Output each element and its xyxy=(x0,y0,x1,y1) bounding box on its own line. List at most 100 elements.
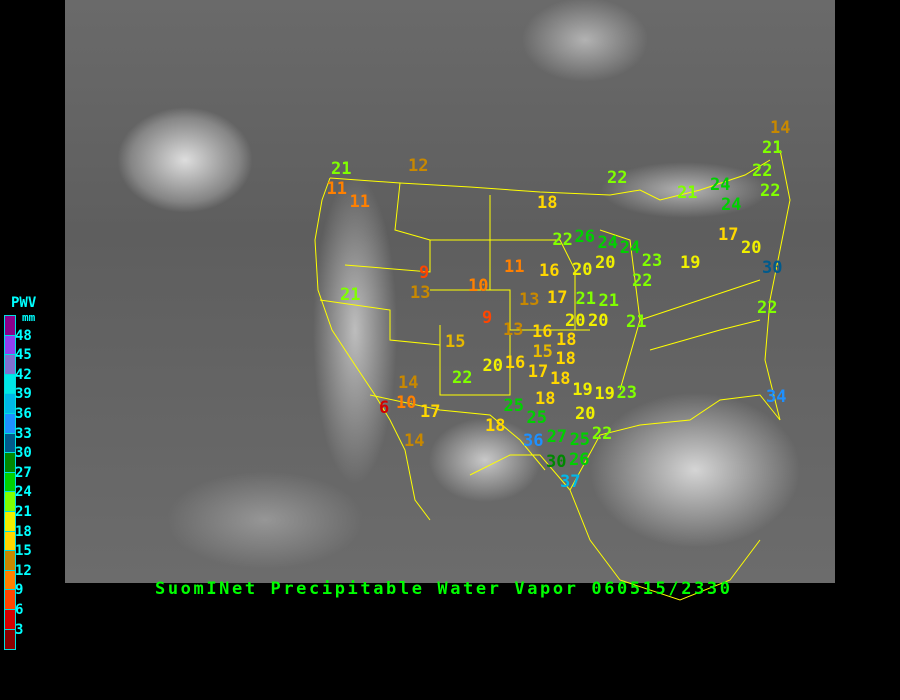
station-pwv-value: 17 xyxy=(718,224,739,245)
station-pwv-value: 18 xyxy=(555,349,576,370)
legend-color-box xyxy=(5,570,15,591)
station-pwv-value: 20 xyxy=(741,237,762,258)
station-pwv-value: 10 xyxy=(468,275,489,296)
legend-label: 24 xyxy=(15,484,32,501)
station-pwv-value: 24 xyxy=(710,174,731,195)
station-pwv-value: 30 xyxy=(546,451,567,472)
station-pwv-value: 21 xyxy=(677,182,698,203)
coastline-west xyxy=(314,177,431,521)
legend-color-box xyxy=(5,531,15,552)
station-pwv-value: 16 xyxy=(532,322,553,342)
legend-color-box xyxy=(5,551,15,571)
legend-label: 33 xyxy=(15,425,32,442)
station-pwv-value: 22 xyxy=(760,180,781,201)
station-pwv-value: 11 xyxy=(349,191,370,212)
station-pwv-value: 20 xyxy=(575,403,596,424)
legend-color-box xyxy=(5,335,15,356)
station-pwv-value: 23 xyxy=(616,382,638,403)
station-pwv-value: 22 xyxy=(452,367,473,388)
station-pwv-value: 27 xyxy=(546,427,568,448)
station-pwv-value: 22 xyxy=(757,297,778,318)
station-pwv-value: 22 xyxy=(632,271,653,291)
station-pwv-value: 12 xyxy=(408,155,429,176)
station-pwv-value: 14 xyxy=(404,430,425,451)
station-pwv-value: 25 xyxy=(503,395,524,416)
station-pwv-value: 11 xyxy=(504,256,525,277)
state-line xyxy=(639,279,761,321)
legend-color-box xyxy=(5,453,15,473)
state-line xyxy=(439,325,511,396)
station-pwv-value: 22 xyxy=(607,167,628,188)
station-pwv-value: 20 xyxy=(572,259,593,280)
station-pwv-value: 20 xyxy=(565,311,586,332)
coastline-gulf xyxy=(469,394,781,491)
state-line xyxy=(394,182,431,241)
station-pwv-value: 21 xyxy=(598,290,619,311)
legend-color-box xyxy=(5,590,15,610)
station-pwv-value: 13 xyxy=(519,289,540,310)
coastline-east xyxy=(764,149,791,421)
station-pwv-value: 24 xyxy=(597,233,619,253)
legend-color-box xyxy=(5,413,15,434)
legend-label: 39 xyxy=(15,386,32,403)
state-line xyxy=(430,289,590,331)
state-line xyxy=(649,319,761,351)
station-pwv-value: 37 xyxy=(560,471,581,492)
legend-color-box xyxy=(5,492,15,512)
station-pwv-value: 21 xyxy=(575,288,596,309)
state-line xyxy=(489,195,576,330)
station-pwv-value: 18 xyxy=(537,192,558,213)
legend-label: 15 xyxy=(15,543,32,560)
station-pwv-value: 30 xyxy=(762,257,783,278)
station-pwv-value: 19 xyxy=(594,384,615,405)
station-pwv-value: 21 xyxy=(331,158,352,179)
us-canada-border xyxy=(329,159,771,201)
legend-label: 36 xyxy=(15,406,32,422)
station-pwv-value: 25 xyxy=(569,429,591,450)
station-pwv-value: 20 xyxy=(588,310,609,331)
legend-color-box xyxy=(5,609,15,630)
legend-color-box xyxy=(5,472,15,493)
station-pwv-value: 26 xyxy=(569,449,590,470)
state-line xyxy=(319,299,441,346)
legend-color-box xyxy=(5,511,15,532)
station-pwv-value: 10 xyxy=(396,392,417,413)
station-pwv-value: 6 xyxy=(379,397,390,418)
station-pwv-value: 22 xyxy=(552,229,573,250)
station-pwv-value: 19 xyxy=(680,252,701,273)
legend-color-bar xyxy=(4,315,16,651)
station-pwv-value: 9 xyxy=(419,262,430,283)
station-pwv-value: 18 xyxy=(485,415,506,436)
station-pwv-value: 14 xyxy=(770,117,791,138)
state-line xyxy=(599,229,641,391)
legend-label: 21 xyxy=(15,504,32,520)
station-pwv-value: 21 xyxy=(340,284,361,305)
legend-title: PWV xyxy=(11,295,37,311)
station-pwv-value: 20 xyxy=(595,253,616,273)
station-pwv-value: 17 xyxy=(547,287,568,308)
station-pwv-value: 24 xyxy=(721,194,742,215)
station-pwv-value: 21 xyxy=(626,311,647,332)
legend-label: 42 xyxy=(15,366,32,383)
legend-label: 48 xyxy=(15,327,32,344)
legend-label: 30 xyxy=(15,445,32,462)
map-title: SuomINet Precipitable Water Vapor 060515… xyxy=(155,579,733,599)
legend-label: 6 xyxy=(15,602,24,618)
legend-unit: mm xyxy=(22,311,36,324)
legend-label: 18 xyxy=(15,523,32,540)
station-pwv-value: 22 xyxy=(591,423,613,444)
station-pwv-value: 20 xyxy=(482,355,503,376)
station-pwv-value: 21 xyxy=(762,137,783,158)
station-pwv-value: 34 xyxy=(766,386,787,407)
legend-label: 12 xyxy=(15,562,32,579)
station-pwv-value: 9 xyxy=(482,307,493,328)
mexico-coast xyxy=(569,489,761,601)
legend-color-box xyxy=(5,433,15,454)
mexico-border xyxy=(369,394,546,471)
station-pwv-value: 16 xyxy=(539,260,560,281)
legend-color-box xyxy=(5,394,15,414)
satellite-image xyxy=(65,0,835,583)
station-pwv-value: 16 xyxy=(504,352,526,373)
legend-color-box xyxy=(5,355,15,375)
